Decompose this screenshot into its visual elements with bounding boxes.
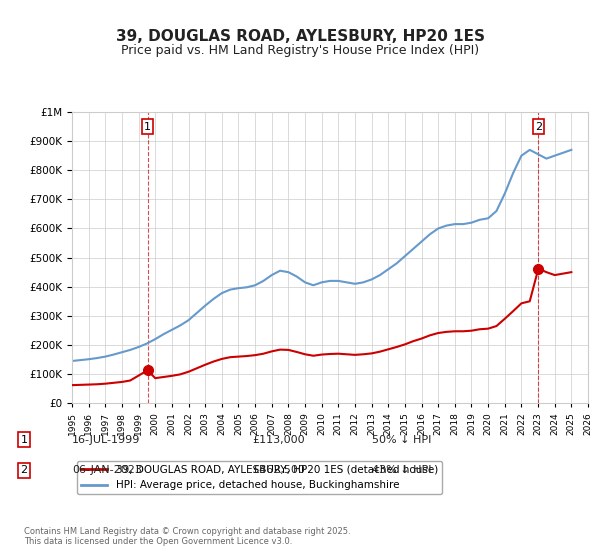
Text: £113,000: £113,000: [252, 435, 305, 445]
Text: 16-JUL-1999: 16-JUL-1999: [72, 435, 140, 445]
Text: 50% ↓ HPI: 50% ↓ HPI: [372, 435, 431, 445]
Text: 43% ↓ HPI: 43% ↓ HPI: [372, 465, 431, 475]
Text: 2: 2: [535, 122, 542, 132]
Text: Price paid vs. HM Land Registry's House Price Index (HPI): Price paid vs. HM Land Registry's House …: [121, 44, 479, 57]
Text: £462,500: £462,500: [252, 465, 305, 475]
Text: 06-JAN-2023: 06-JAN-2023: [72, 465, 142, 475]
Text: Contains HM Land Registry data © Crown copyright and database right 2025.
This d: Contains HM Land Registry data © Crown c…: [24, 526, 350, 546]
Text: 1: 1: [144, 122, 151, 132]
Text: 1: 1: [20, 435, 28, 445]
Text: 39, DOUGLAS ROAD, AYLESBURY, HP20 1ES: 39, DOUGLAS ROAD, AYLESBURY, HP20 1ES: [115, 29, 485, 44]
Legend: 39, DOUGLAS ROAD, AYLESBURY, HP20 1ES (detached house), HPI: Average price, deta: 39, DOUGLAS ROAD, AYLESBURY, HP20 1ES (d…: [77, 461, 442, 494]
Text: 2: 2: [20, 465, 28, 475]
